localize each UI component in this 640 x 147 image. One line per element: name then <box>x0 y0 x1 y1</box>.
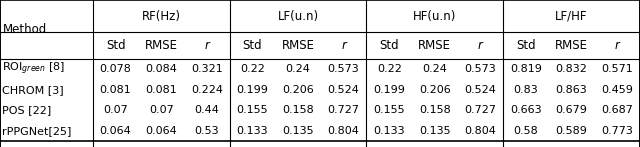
Text: 0.727: 0.727 <box>328 105 360 115</box>
Text: 0.863: 0.863 <box>556 85 588 95</box>
Text: RMSE: RMSE <box>145 39 178 52</box>
Text: ROI$_{\mathit{green}}$ [8]: ROI$_{\mathit{green}}$ [8] <box>2 61 65 77</box>
Text: 0.804: 0.804 <box>465 126 497 136</box>
Text: 0.22: 0.22 <box>377 64 402 74</box>
Text: 0.078: 0.078 <box>100 64 132 74</box>
Text: 0.07: 0.07 <box>149 105 173 115</box>
Text: 0.158: 0.158 <box>282 105 314 115</box>
Text: r: r <box>341 39 346 52</box>
Text: 0.133: 0.133 <box>373 126 405 136</box>
Text: 0.589: 0.589 <box>556 126 588 136</box>
Text: 0.727: 0.727 <box>465 105 497 115</box>
Text: 0.804: 0.804 <box>328 126 360 136</box>
Text: HF(u.n): HF(u.n) <box>413 10 456 23</box>
Text: Std: Std <box>380 39 399 52</box>
Text: 0.199: 0.199 <box>236 85 268 95</box>
Text: Std: Std <box>516 39 536 52</box>
Text: 0.199: 0.199 <box>373 85 405 95</box>
Text: POS [22]: POS [22] <box>2 105 51 115</box>
Text: 0.663: 0.663 <box>510 105 542 115</box>
Text: LF(u.n): LF(u.n) <box>277 10 319 23</box>
Text: CHROM [3]: CHROM [3] <box>2 85 63 95</box>
Text: rPPGNet[25]: rPPGNet[25] <box>2 126 71 136</box>
Text: 0.58: 0.58 <box>514 126 538 136</box>
Text: 0.573: 0.573 <box>465 64 496 74</box>
Text: RMSE: RMSE <box>555 39 588 52</box>
Text: LF/HF: LF/HF <box>556 10 588 23</box>
Text: 0.459: 0.459 <box>601 85 633 95</box>
Text: 0.573: 0.573 <box>328 64 360 74</box>
Text: 0.571: 0.571 <box>602 64 633 74</box>
Text: 0.155: 0.155 <box>237 105 268 115</box>
Text: 0.133: 0.133 <box>237 126 268 136</box>
Text: 0.064: 0.064 <box>145 126 177 136</box>
Text: 0.679: 0.679 <box>556 105 588 115</box>
Text: 0.084: 0.084 <box>145 64 177 74</box>
Text: 0.524: 0.524 <box>465 85 497 95</box>
Text: 0.832: 0.832 <box>556 64 588 74</box>
Text: Std: Std <box>243 39 262 52</box>
Text: 0.081: 0.081 <box>100 85 131 95</box>
Text: 0.158: 0.158 <box>419 105 451 115</box>
Text: 0.24: 0.24 <box>422 64 447 74</box>
Text: 0.081: 0.081 <box>145 85 177 95</box>
Text: Method: Method <box>3 23 47 36</box>
Text: 0.687: 0.687 <box>601 105 633 115</box>
Text: 0.07: 0.07 <box>103 105 128 115</box>
Text: 0.524: 0.524 <box>328 85 360 95</box>
Text: 0.155: 0.155 <box>373 105 405 115</box>
Text: 0.53: 0.53 <box>195 126 219 136</box>
Text: 0.135: 0.135 <box>419 126 451 136</box>
Text: Std: Std <box>106 39 125 52</box>
Text: r: r <box>478 39 483 52</box>
Text: 0.773: 0.773 <box>601 126 633 136</box>
Text: 0.206: 0.206 <box>419 85 451 95</box>
Text: 0.83: 0.83 <box>514 85 538 95</box>
Text: 0.206: 0.206 <box>282 85 314 95</box>
Text: 0.224: 0.224 <box>191 85 223 95</box>
Text: r: r <box>615 39 620 52</box>
Text: 0.24: 0.24 <box>285 64 310 74</box>
Text: 0.135: 0.135 <box>282 126 314 136</box>
Text: RMSE: RMSE <box>419 39 451 52</box>
Text: 0.22: 0.22 <box>240 64 265 74</box>
Text: 0.819: 0.819 <box>510 64 542 74</box>
Text: 0.44: 0.44 <box>195 105 220 115</box>
Text: RMSE: RMSE <box>282 39 314 52</box>
Text: r: r <box>204 39 209 52</box>
Text: RF(Hz): RF(Hz) <box>141 10 180 23</box>
Text: 0.321: 0.321 <box>191 64 223 74</box>
Text: 0.064: 0.064 <box>100 126 131 136</box>
